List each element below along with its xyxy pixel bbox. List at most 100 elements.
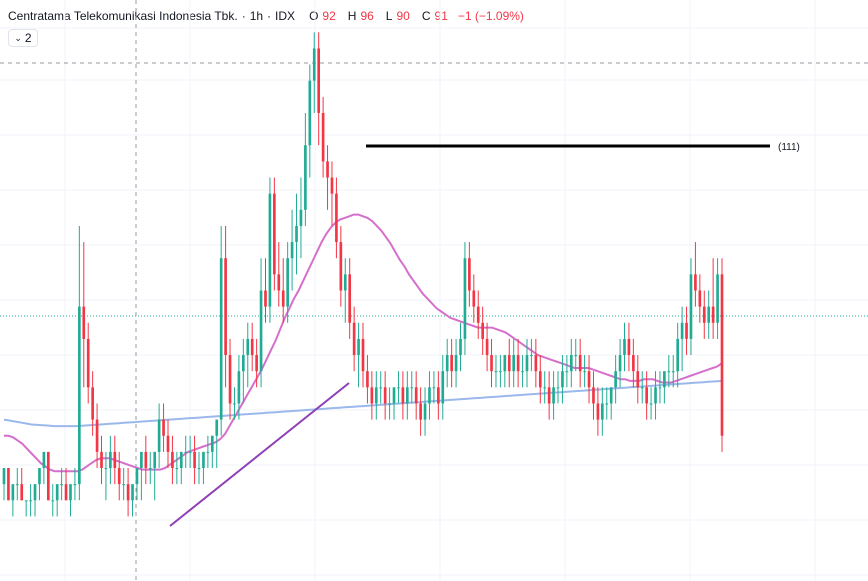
candle-body bbox=[689, 274, 693, 339]
candle-body bbox=[614, 371, 617, 388]
candle-body bbox=[33, 484, 37, 501]
candle-body bbox=[219, 258, 223, 420]
candle bbox=[601, 387, 604, 436]
candle-body bbox=[592, 387, 595, 404]
candle bbox=[437, 371, 440, 420]
collapse-indicators-button[interactable]: ⌄ 2 bbox=[8, 29, 38, 47]
candle bbox=[113, 435, 117, 485]
candle bbox=[42, 451, 46, 485]
candle bbox=[640, 371, 644, 404]
candle-body bbox=[516, 355, 520, 372]
candle bbox=[215, 419, 219, 469]
candle bbox=[15, 468, 19, 501]
candle bbox=[547, 371, 551, 420]
candle bbox=[144, 435, 148, 485]
candle-body bbox=[326, 161, 329, 178]
candle bbox=[441, 355, 445, 420]
candle bbox=[250, 322, 254, 372]
candle bbox=[592, 371, 595, 420]
candle-body bbox=[636, 371, 640, 388]
candle-body bbox=[104, 468, 108, 470]
candle bbox=[193, 435, 196, 485]
candle bbox=[11, 484, 15, 517]
candle-body bbox=[343, 274, 347, 291]
candle bbox=[357, 322, 360, 388]
candle-body bbox=[82, 306, 86, 339]
candle-body bbox=[100, 451, 103, 469]
interval-label[interactable]: 1h bbox=[249, 9, 264, 23]
candle-body bbox=[534, 355, 538, 372]
candle bbox=[702, 290, 706, 339]
candle-body bbox=[685, 322, 688, 339]
close-label: C bbox=[421, 9, 431, 23]
candle bbox=[171, 435, 174, 485]
candle-body bbox=[162, 419, 165, 436]
candle-body bbox=[552, 387, 555, 404]
candle bbox=[476, 290, 480, 339]
close-value: 91 bbox=[434, 9, 448, 23]
candle bbox=[78, 225, 81, 501]
candle-body bbox=[29, 500, 32, 502]
high-value: 96 bbox=[360, 9, 374, 23]
candle-body bbox=[441, 371, 445, 404]
candle bbox=[503, 355, 507, 388]
candle-body bbox=[153, 451, 157, 469]
candle-body bbox=[255, 355, 258, 372]
candle-body bbox=[649, 403, 653, 405]
candle bbox=[707, 290, 711, 339]
candle bbox=[632, 338, 635, 388]
candle bbox=[499, 355, 502, 388]
candle-body bbox=[476, 306, 480, 323]
candle bbox=[100, 435, 103, 485]
candle bbox=[188, 435, 192, 469]
candle bbox=[490, 338, 493, 388]
candle bbox=[583, 355, 586, 388]
candle-body bbox=[521, 371, 524, 373]
candle-body bbox=[69, 484, 72, 501]
candle bbox=[60, 468, 63, 501]
candle bbox=[667, 355, 671, 388]
candle-body bbox=[366, 371, 369, 388]
candle-body bbox=[78, 306, 81, 485]
candle-body bbox=[24, 500, 28, 502]
candle-body bbox=[171, 451, 174, 469]
chevron-down-icon: ⌄ bbox=[14, 32, 22, 43]
candle-body bbox=[179, 451, 183, 469]
candle-body bbox=[671, 371, 675, 373]
candle bbox=[175, 451, 179, 485]
candle-body bbox=[117, 468, 121, 485]
candle bbox=[530, 338, 533, 372]
candle-body bbox=[601, 403, 604, 420]
candle bbox=[428, 371, 431, 420]
candle-body bbox=[468, 258, 471, 291]
candle-body bbox=[445, 355, 449, 372]
candle-body bbox=[432, 387, 436, 389]
candle-body bbox=[716, 274, 719, 323]
candle-body bbox=[676, 338, 680, 372]
candle bbox=[685, 306, 688, 356]
candle bbox=[2, 468, 6, 501]
candle-body bbox=[339, 242, 343, 291]
candle-body bbox=[321, 112, 325, 162]
separator-dot: · bbox=[267, 9, 272, 23]
candle bbox=[153, 451, 157, 501]
candle bbox=[574, 338, 578, 372]
candle bbox=[370, 371, 374, 420]
candle bbox=[627, 322, 631, 372]
candle bbox=[494, 355, 498, 388]
candle bbox=[148, 451, 152, 485]
candle-body bbox=[565, 371, 569, 373]
candle bbox=[680, 306, 684, 372]
candle-body bbox=[707, 306, 711, 323]
candle-body bbox=[658, 387, 662, 389]
candle-body bbox=[7, 468, 10, 501]
candle bbox=[268, 177, 272, 323]
candle bbox=[711, 258, 715, 339]
candle-body bbox=[246, 338, 250, 356]
candle bbox=[82, 242, 86, 388]
candle bbox=[246, 322, 250, 388]
candle-body bbox=[503, 355, 507, 372]
candle-body bbox=[242, 355, 245, 372]
